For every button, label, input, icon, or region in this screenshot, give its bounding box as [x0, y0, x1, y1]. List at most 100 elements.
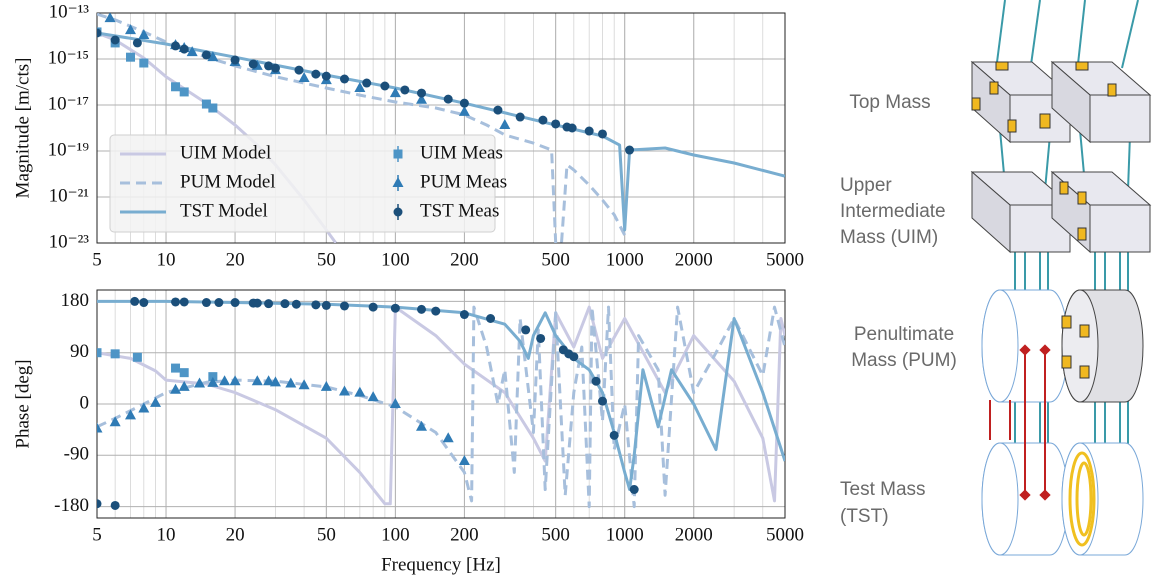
series-line: [97, 305, 785, 509]
marker-circle: [201, 298, 211, 308]
marker-triangle: [416, 420, 428, 431]
marker-triangle: [389, 87, 401, 98]
marker-circle: [380, 81, 390, 91]
legend: UIM Model PUM Model TST Model UIM Meas PUM M…: [109, 134, 507, 233]
marker-circle: [311, 69, 321, 79]
marker-circle: [629, 485, 639, 494]
label: Upper: [840, 175, 892, 196]
marker-triangle: [207, 376, 219, 387]
marker-circle: [417, 88, 427, 98]
x-tick-label: 20: [226, 524, 245, 545]
y-axis-label: Magnitude [m/cts]: [12, 58, 33, 199]
charts: 5 10 20 50 100 200 500 1000 2000 500010⁻²³10⁻²¹10…: [12, 1, 804, 575]
marker-circle: [130, 296, 140, 306]
marker-circle: [97, 28, 102, 38]
marker-circle: [252, 298, 262, 308]
legend-label: TST Meas: [420, 200, 499, 221]
marker-triangle: [416, 93, 428, 104]
series-line: [97, 305, 785, 506]
marker-circle: [214, 298, 224, 308]
marker-circle: [179, 44, 189, 54]
marker-square: [201, 99, 211, 109]
y-tick-label: 180: [61, 290, 90, 311]
x-tick-label: 500: [541, 249, 570, 270]
legend-label: UIM Model: [180, 142, 271, 163]
marker-circle: [362, 78, 372, 88]
marker-circle: [584, 126, 594, 136]
marker-square: [171, 363, 181, 373]
marker-circle: [311, 300, 321, 310]
marker-triangle: [194, 377, 206, 388]
marker-square: [97, 348, 102, 358]
y-tick-label: -90: [64, 444, 89, 465]
label: Test Mass: [840, 479, 926, 500]
x-tick-label: 200: [450, 524, 479, 545]
marker-triangle: [458, 455, 470, 465]
marker-square: [208, 372, 218, 382]
marker-circle: [171, 41, 181, 51]
marker-circle: [625, 145, 635, 155]
x-tick-label: 10: [157, 249, 176, 270]
marker-square: [171, 82, 181, 92]
marker-triangle: [285, 377, 297, 388]
y-tick-label: -180: [54, 495, 89, 516]
legend-label: TST Model: [180, 200, 268, 221]
x-tick-label: 5000: [766, 524, 804, 545]
marker-circle: [538, 115, 548, 125]
marker-triangle: [389, 398, 401, 408]
x-tick-label: 5: [92, 524, 102, 545]
marker-circle: [609, 430, 619, 440]
x-tick-label: 2000: [675, 249, 713, 270]
marker-circle: [339, 301, 349, 311]
mass-blocks: [970, 60, 1152, 556]
marker-circle: [97, 499, 102, 509]
legend-label: PUM Model: [180, 171, 276, 192]
x-tick-label: 100: [381, 524, 410, 545]
label: (TST): [840, 506, 889, 527]
marker-triangle: [298, 379, 310, 390]
marker-circle: [110, 500, 120, 510]
marker-circle: [294, 65, 304, 75]
x-tick-label: 2000: [675, 524, 713, 545]
marker-circle: [400, 85, 410, 95]
marker-circle: [393, 207, 403, 217]
plot-area: [97, 296, 785, 510]
suspension-diagram: Top Mass Upper Intermediate Mass (UIM) P…: [840, 0, 1152, 556]
marker-triangle: [354, 81, 366, 92]
x-tick-label: 100: [381, 249, 410, 270]
marker-square: [179, 368, 189, 378]
plot-area: [97, 13, 785, 243]
marker-circle: [139, 298, 149, 308]
marker-triangle: [104, 13, 116, 23]
marker-circle: [551, 119, 561, 129]
marker-triangle: [298, 71, 310, 82]
marker-circle: [368, 302, 378, 312]
marker-circle: [431, 306, 441, 316]
marker-triangle: [219, 375, 231, 386]
marker-triangle: [269, 376, 281, 387]
marker-circle: [459, 310, 469, 320]
marker-square: [110, 349, 120, 359]
x-axis-label: Frequency [Hz]: [381, 554, 501, 575]
marker-circle: [597, 129, 607, 139]
x-tick-label: 50: [317, 249, 336, 270]
x-tick-label: 20: [226, 249, 245, 270]
marker-triangle: [125, 24, 137, 35]
marker-triangle: [97, 422, 103, 433]
x-tick-label: 500: [541, 524, 570, 545]
marker-triangle: [125, 409, 137, 420]
marker-circle: [201, 50, 211, 60]
x-tick-label: 1000: [606, 524, 644, 545]
marker-triangle: [229, 375, 241, 386]
x-tick-label: 5000: [766, 249, 804, 270]
marker-circle: [321, 71, 331, 81]
y-tick-label: 10⁻¹⁹: [48, 139, 90, 160]
marker-circle: [597, 396, 607, 406]
marker-circle: [486, 314, 496, 323]
marker-circle: [132, 38, 142, 48]
marker-square: [139, 58, 149, 68]
chart: 5 10 20 50 100 200 500 1000 2000 5000 -180 -90 0 90 18…: [12, 289, 804, 575]
marker-triangle: [109, 416, 121, 427]
label: Mass (PUM): [851, 350, 957, 371]
